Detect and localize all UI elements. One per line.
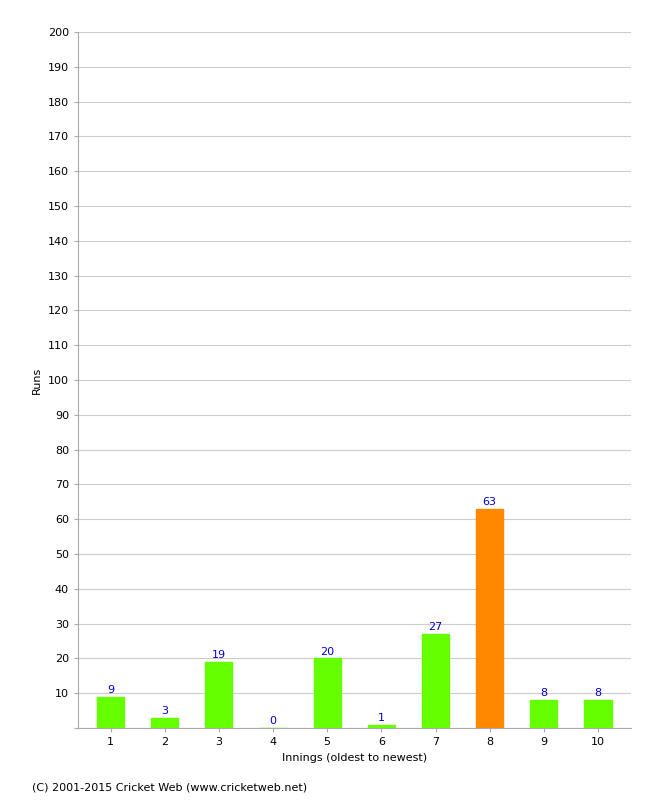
Bar [530,700,558,728]
Text: 27: 27 [428,622,443,632]
Text: 20: 20 [320,646,334,657]
Text: 0: 0 [270,716,276,726]
Text: 8: 8 [540,689,547,698]
Bar [584,700,612,728]
Bar [313,658,341,728]
Text: 1: 1 [378,713,385,722]
Y-axis label: Runs: Runs [32,366,42,394]
Text: 9: 9 [107,685,114,695]
Bar [205,662,233,728]
Bar [97,697,124,728]
Bar [368,725,395,728]
Text: 3: 3 [161,706,168,716]
Text: (C) 2001-2015 Cricket Web (www.cricketweb.net): (C) 2001-2015 Cricket Web (www.cricketwe… [32,782,307,792]
Text: 63: 63 [483,497,497,507]
Bar [476,509,503,728]
Bar [422,634,449,728]
Text: 8: 8 [595,689,601,698]
Bar [151,718,178,728]
Text: 19: 19 [212,650,226,660]
X-axis label: Innings (oldest to newest): Innings (oldest to newest) [281,753,427,762]
